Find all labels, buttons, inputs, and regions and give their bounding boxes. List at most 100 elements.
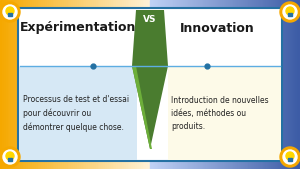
Bar: [133, 0, 136, 169]
Bar: [21, 0, 23, 169]
Bar: [129, 0, 132, 169]
Bar: [144, 0, 147, 169]
Bar: [221, 0, 224, 169]
Bar: [128, 0, 130, 169]
Bar: [291, 0, 293, 169]
Bar: [51, 0, 53, 169]
Bar: [163, 0, 166, 169]
Bar: [88, 0, 91, 169]
Bar: [36, 0, 38, 169]
Circle shape: [283, 5, 297, 19]
Bar: [15, 0, 17, 169]
Circle shape: [283, 150, 297, 164]
Bar: [101, 0, 103, 169]
Bar: [56, 0, 58, 169]
Circle shape: [0, 147, 20, 167]
Bar: [62, 0, 64, 169]
Circle shape: [280, 2, 300, 22]
Bar: [131, 0, 134, 169]
Bar: [251, 0, 253, 169]
Bar: [103, 0, 106, 169]
Text: Introduction de nouvelles
idées, méthodes ou
produits.: Introduction de nouvelles idées, méthode…: [171, 96, 268, 131]
Bar: [90, 0, 92, 169]
Bar: [45, 0, 47, 169]
Bar: [19, 67, 137, 160]
Bar: [172, 0, 175, 169]
Bar: [214, 0, 216, 169]
Bar: [139, 0, 141, 169]
Bar: [8, 158, 12, 161]
Bar: [219, 0, 222, 169]
Bar: [28, 0, 31, 169]
Bar: [79, 0, 81, 169]
Bar: [146, 0, 148, 169]
Bar: [124, 0, 126, 169]
Bar: [154, 0, 156, 169]
Bar: [231, 0, 233, 169]
Bar: [281, 0, 284, 169]
Bar: [212, 0, 214, 169]
Bar: [298, 0, 300, 169]
Bar: [4, 0, 6, 169]
Bar: [244, 0, 246, 169]
Bar: [216, 0, 218, 169]
Bar: [188, 0, 190, 169]
Bar: [180, 0, 182, 169]
Bar: [47, 0, 49, 169]
Bar: [296, 0, 298, 169]
Bar: [292, 0, 295, 169]
Bar: [268, 0, 271, 169]
Bar: [249, 0, 252, 169]
Bar: [272, 0, 274, 169]
Bar: [43, 0, 46, 169]
Polygon shape: [132, 66, 152, 149]
Bar: [191, 0, 194, 169]
Bar: [236, 0, 238, 169]
Bar: [255, 0, 257, 169]
Bar: [259, 0, 261, 169]
Bar: [174, 0, 177, 169]
Bar: [107, 0, 109, 169]
Circle shape: [280, 147, 300, 167]
Text: VS: VS: [143, 16, 157, 25]
Bar: [105, 0, 107, 169]
Bar: [26, 0, 28, 169]
Bar: [242, 0, 244, 169]
Bar: [118, 0, 121, 169]
Circle shape: [286, 152, 294, 160]
Bar: [208, 0, 211, 169]
Bar: [86, 0, 88, 169]
Bar: [294, 0, 297, 169]
Bar: [287, 0, 289, 169]
Bar: [92, 0, 94, 169]
Circle shape: [3, 150, 17, 164]
Bar: [193, 0, 196, 169]
Bar: [60, 0, 62, 169]
Bar: [82, 0, 85, 169]
Text: Innovation: Innovation: [180, 21, 254, 34]
Bar: [112, 0, 115, 169]
Bar: [142, 0, 145, 169]
Bar: [223, 0, 226, 169]
Bar: [274, 0, 276, 169]
Bar: [161, 0, 164, 169]
Bar: [168, 67, 281, 160]
Text: Processus de test et d'essai
pour découvrir ou
démontrer quelque chose.: Processus de test et d'essai pour découv…: [23, 95, 129, 132]
Bar: [81, 0, 83, 169]
Bar: [9, 0, 12, 169]
Bar: [270, 0, 272, 169]
Bar: [120, 0, 122, 169]
Bar: [122, 0, 124, 169]
Bar: [68, 0, 70, 169]
Bar: [253, 0, 256, 169]
Bar: [38, 0, 40, 169]
Bar: [73, 0, 76, 169]
Bar: [189, 0, 192, 169]
Bar: [54, 0, 57, 169]
Bar: [135, 0, 137, 169]
Bar: [184, 0, 186, 169]
Bar: [64, 0, 66, 169]
Bar: [276, 0, 278, 169]
Bar: [159, 0, 162, 169]
Bar: [17, 0, 19, 169]
